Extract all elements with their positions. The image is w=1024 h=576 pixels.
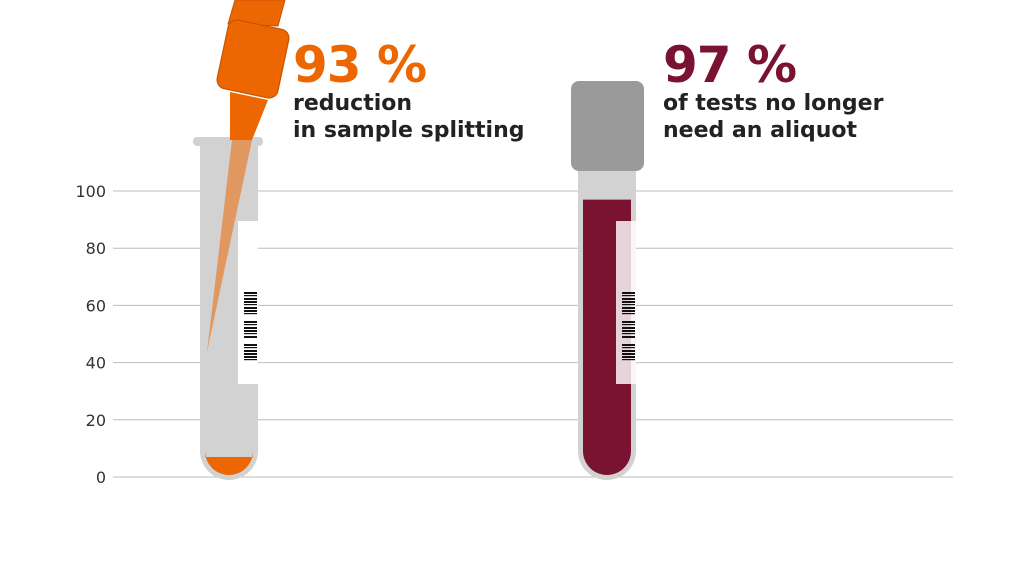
barcode-bar bbox=[244, 307, 257, 309]
barcode-bar bbox=[622, 301, 635, 303]
pipette-handle bbox=[227, 0, 286, 27]
caption-1: reduction in sample splitting bbox=[293, 90, 525, 144]
barcode-bar bbox=[244, 321, 257, 323]
caption-1-line-1: reduction bbox=[293, 91, 413, 116]
barcode-bar bbox=[622, 333, 635, 335]
value-label-1: 93 % bbox=[293, 36, 427, 94]
y-tick-label: 40 bbox=[86, 354, 106, 373]
tube-cap bbox=[571, 81, 644, 171]
pipette-icon bbox=[216, 0, 290, 140]
barcode-bar bbox=[622, 324, 635, 326]
barcode-bar bbox=[244, 350, 257, 352]
caption-1-line-2: in sample splitting bbox=[293, 118, 525, 143]
barcode-bar bbox=[622, 336, 635, 338]
barcode-bar bbox=[244, 333, 257, 335]
barcode-bar bbox=[244, 292, 257, 294]
barcode-bar bbox=[244, 353, 257, 355]
y-tick-label: 60 bbox=[86, 296, 106, 315]
y-tick-label: 100 bbox=[75, 182, 106, 201]
barcode-bar bbox=[244, 330, 257, 332]
value-label-2: 97 % bbox=[663, 36, 797, 94]
barcode-bar bbox=[244, 359, 257, 361]
barcode-bar bbox=[244, 301, 257, 303]
barcode-bar bbox=[244, 304, 257, 306]
barcode-bar bbox=[244, 298, 257, 300]
y-tick-label: 0 bbox=[96, 468, 106, 487]
barcode-bar bbox=[622, 321, 635, 323]
barcode-bar bbox=[622, 295, 635, 297]
barcode-bar bbox=[622, 344, 635, 346]
barcode-bar bbox=[622, 356, 635, 358]
barcode-bar bbox=[622, 359, 635, 361]
barcode-bar bbox=[622, 304, 635, 306]
barcode-label-icon bbox=[622, 292, 635, 361]
barcode-bar bbox=[244, 336, 257, 338]
y-tick-label: 20 bbox=[86, 411, 106, 430]
barcode-bar bbox=[622, 298, 635, 300]
y-tick-label: 80 bbox=[86, 239, 106, 258]
barcode-bar bbox=[244, 356, 257, 358]
caption-2: of tests no longer need an aliquot bbox=[663, 90, 883, 144]
barcode-bar bbox=[244, 313, 257, 315]
barcode-bar bbox=[622, 350, 635, 352]
barcode-bar bbox=[244, 344, 257, 346]
barcode-bar bbox=[622, 330, 635, 332]
barcode-bar bbox=[622, 313, 635, 315]
tubes bbox=[193, 0, 644, 480]
barcode-bar bbox=[244, 324, 257, 326]
y-axis-ticks: 0 20 40 60 80 100 bbox=[75, 182, 106, 487]
barcode-bar bbox=[622, 353, 635, 355]
caption-2-line-2: need an aliquot bbox=[663, 118, 858, 143]
pipette-tip bbox=[207, 140, 252, 352]
tube-liquid bbox=[205, 451, 253, 475]
barcode-bar bbox=[244, 347, 257, 349]
barcode-bar bbox=[622, 292, 635, 294]
barcode-bar bbox=[244, 295, 257, 297]
pipette-grip bbox=[216, 19, 290, 99]
barcode-label-icon bbox=[244, 292, 257, 361]
caption-2-line-1: of tests no longer bbox=[663, 91, 884, 116]
barcode-bar bbox=[622, 347, 635, 349]
barcode-bar bbox=[622, 307, 635, 309]
blood-tube-icon bbox=[571, 81, 644, 480]
barcode-bar bbox=[244, 327, 257, 329]
barcode-bar bbox=[622, 310, 635, 312]
barcode-bar bbox=[244, 310, 257, 312]
test-tube-icon bbox=[193, 137, 263, 480]
pipette-neck bbox=[230, 92, 268, 140]
barcode-bar bbox=[622, 327, 635, 329]
